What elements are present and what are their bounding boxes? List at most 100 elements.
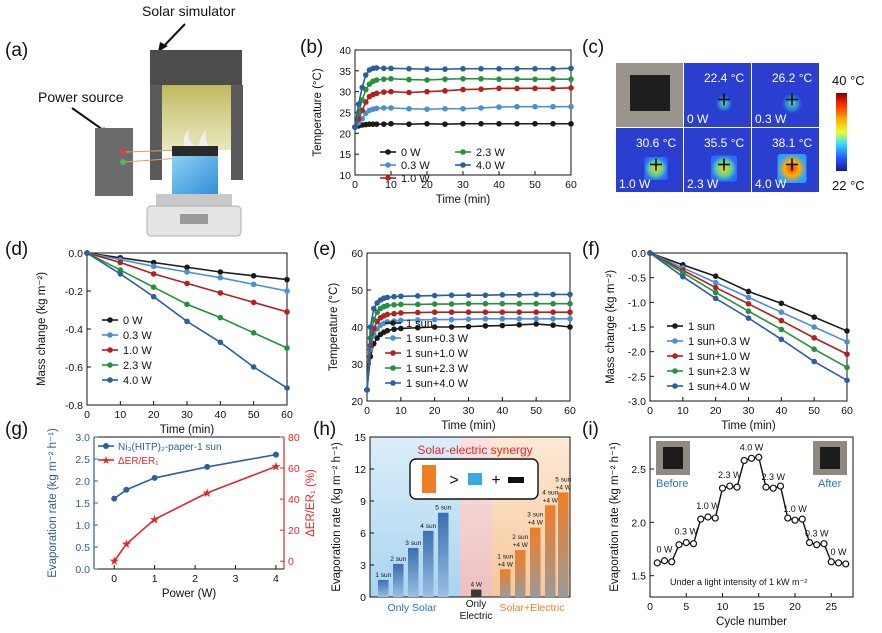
y-tick-label: 15	[354, 432, 366, 444]
data-point	[284, 288, 290, 294]
data-point	[384, 302, 391, 309]
synergy-orange-bar	[422, 465, 436, 493]
legend-label: 0.3 W	[401, 160, 430, 172]
data-point	[844, 377, 850, 384]
synergy-title: Solar-electric synergy	[417, 443, 532, 457]
x-tick-label: 4	[273, 573, 279, 585]
y-tick-label: -0.8	[65, 400, 83, 412]
group-label: Only Solar	[387, 602, 437, 614]
data-point	[778, 326, 785, 333]
x-tick-label: 25	[825, 601, 837, 613]
bar	[438, 512, 449, 597]
data-point	[373, 65, 380, 71]
y2-tick-label: 40	[288, 494, 300, 506]
data-point	[373, 121, 380, 127]
data-point	[747, 454, 756, 462]
legend-label: 1 sun+4.0 W	[688, 381, 751, 393]
data-point	[284, 276, 290, 283]
bar-label: 1 sun	[497, 553, 513, 560]
y-tick-label: -0.2	[65, 286, 83, 298]
data-point	[813, 541, 821, 549]
y-tick-label: 1.5	[631, 571, 646, 583]
bar-label: 5 sun	[435, 505, 451, 512]
data-point	[406, 65, 412, 72]
x-tick-label: 10	[385, 179, 397, 191]
chart-i: 0 5 10 15 20 25 1.5 2.0 2.5 Cycle number Evaporati…	[609, 436, 854, 628]
x-tick-label: 20	[429, 405, 441, 417]
data-point	[482, 323, 489, 329]
legend-marker	[672, 383, 678, 389]
data-point	[778, 317, 785, 324]
data-point	[496, 104, 502, 110]
data-point	[533, 321, 539, 327]
data-point	[784, 514, 792, 522]
data-point	[117, 259, 124, 266]
data-point	[465, 316, 472, 323]
y-tick-label: 20	[339, 128, 351, 140]
data-point	[414, 293, 421, 299]
data-point	[805, 538, 814, 547]
y-tick-label: 0.0	[631, 248, 646, 260]
data-point	[791, 516, 799, 524]
data-point	[844, 351, 850, 357]
panel-c: (c) 22.4 °C 0 W 26.2 °C 0.3 W 30.6 °C 1.0 W 35…	[582, 37, 865, 193]
synergy-cyan-bar	[468, 473, 482, 485]
data-point	[391, 302, 397, 308]
data-point	[844, 339, 850, 345]
data-point	[111, 495, 118, 502]
lamp-right-wall	[231, 85, 243, 180]
plot-frame	[369, 436, 571, 598]
data-point	[712, 284, 719, 291]
x-tick-label: 20	[710, 405, 722, 417]
step-label: 0 W	[656, 545, 673, 555]
data-point	[373, 105, 380, 112]
data-point	[532, 76, 538, 82]
data-point	[550, 322, 556, 328]
data-point	[381, 121, 387, 127]
bar	[515, 550, 526, 597]
data-point	[398, 301, 404, 308]
data-point	[406, 89, 412, 96]
evaporator-surface	[172, 146, 218, 156]
data-point	[442, 88, 448, 94]
data-point	[431, 301, 438, 307]
data-point	[478, 65, 484, 72]
solar-arrowhead	[158, 42, 168, 52]
data-point	[414, 301, 421, 308]
y-axis-label: Evaporation rate (kg m⁻² h⁻¹)	[47, 428, 59, 578]
data-point	[431, 324, 438, 330]
data-point	[745, 315, 752, 321]
data-point	[568, 76, 574, 82]
water-container	[172, 156, 218, 194]
data-point	[496, 65, 502, 72]
data-point	[496, 85, 502, 92]
y-tick-label: -0.5	[628, 273, 646, 285]
data-point	[811, 346, 817, 353]
y-tick-label: 60	[351, 248, 363, 260]
legend-label: 1 sun	[688, 321, 715, 333]
data-point	[482, 316, 489, 322]
step-label: 0.3 W	[805, 529, 829, 539]
bar	[423, 530, 434, 597]
legend-label: 1.0 W	[401, 173, 430, 185]
data-point	[465, 323, 472, 330]
synergy-plus: +	[491, 472, 500, 489]
y-tick-label: 3.0	[75, 432, 90, 444]
step-label: 0.3 W	[674, 527, 698, 537]
data-point	[123, 486, 130, 493]
x-axis-label: Time (min)	[721, 420, 776, 432]
legend-marker	[672, 323, 678, 329]
y-axis-label: Evaporation rate (kg m⁻² h⁻¹)	[331, 442, 343, 592]
data-point	[726, 482, 734, 490]
after-label: After	[818, 478, 842, 490]
legend-marker	[103, 443, 109, 449]
step-label: 1.0 W	[783, 504, 807, 514]
data-point	[406, 105, 412, 112]
thermal-temp-label: 26.2 °C	[772, 71, 812, 85]
legend-label: 0 W	[401, 147, 421, 159]
y-tick-label: -0.6	[65, 362, 83, 374]
legend-label: 1 sun+4.0 W	[406, 378, 469, 390]
data-point	[680, 273, 686, 280]
y2-tick-label: 0	[288, 556, 294, 568]
data-point	[550, 76, 556, 82]
